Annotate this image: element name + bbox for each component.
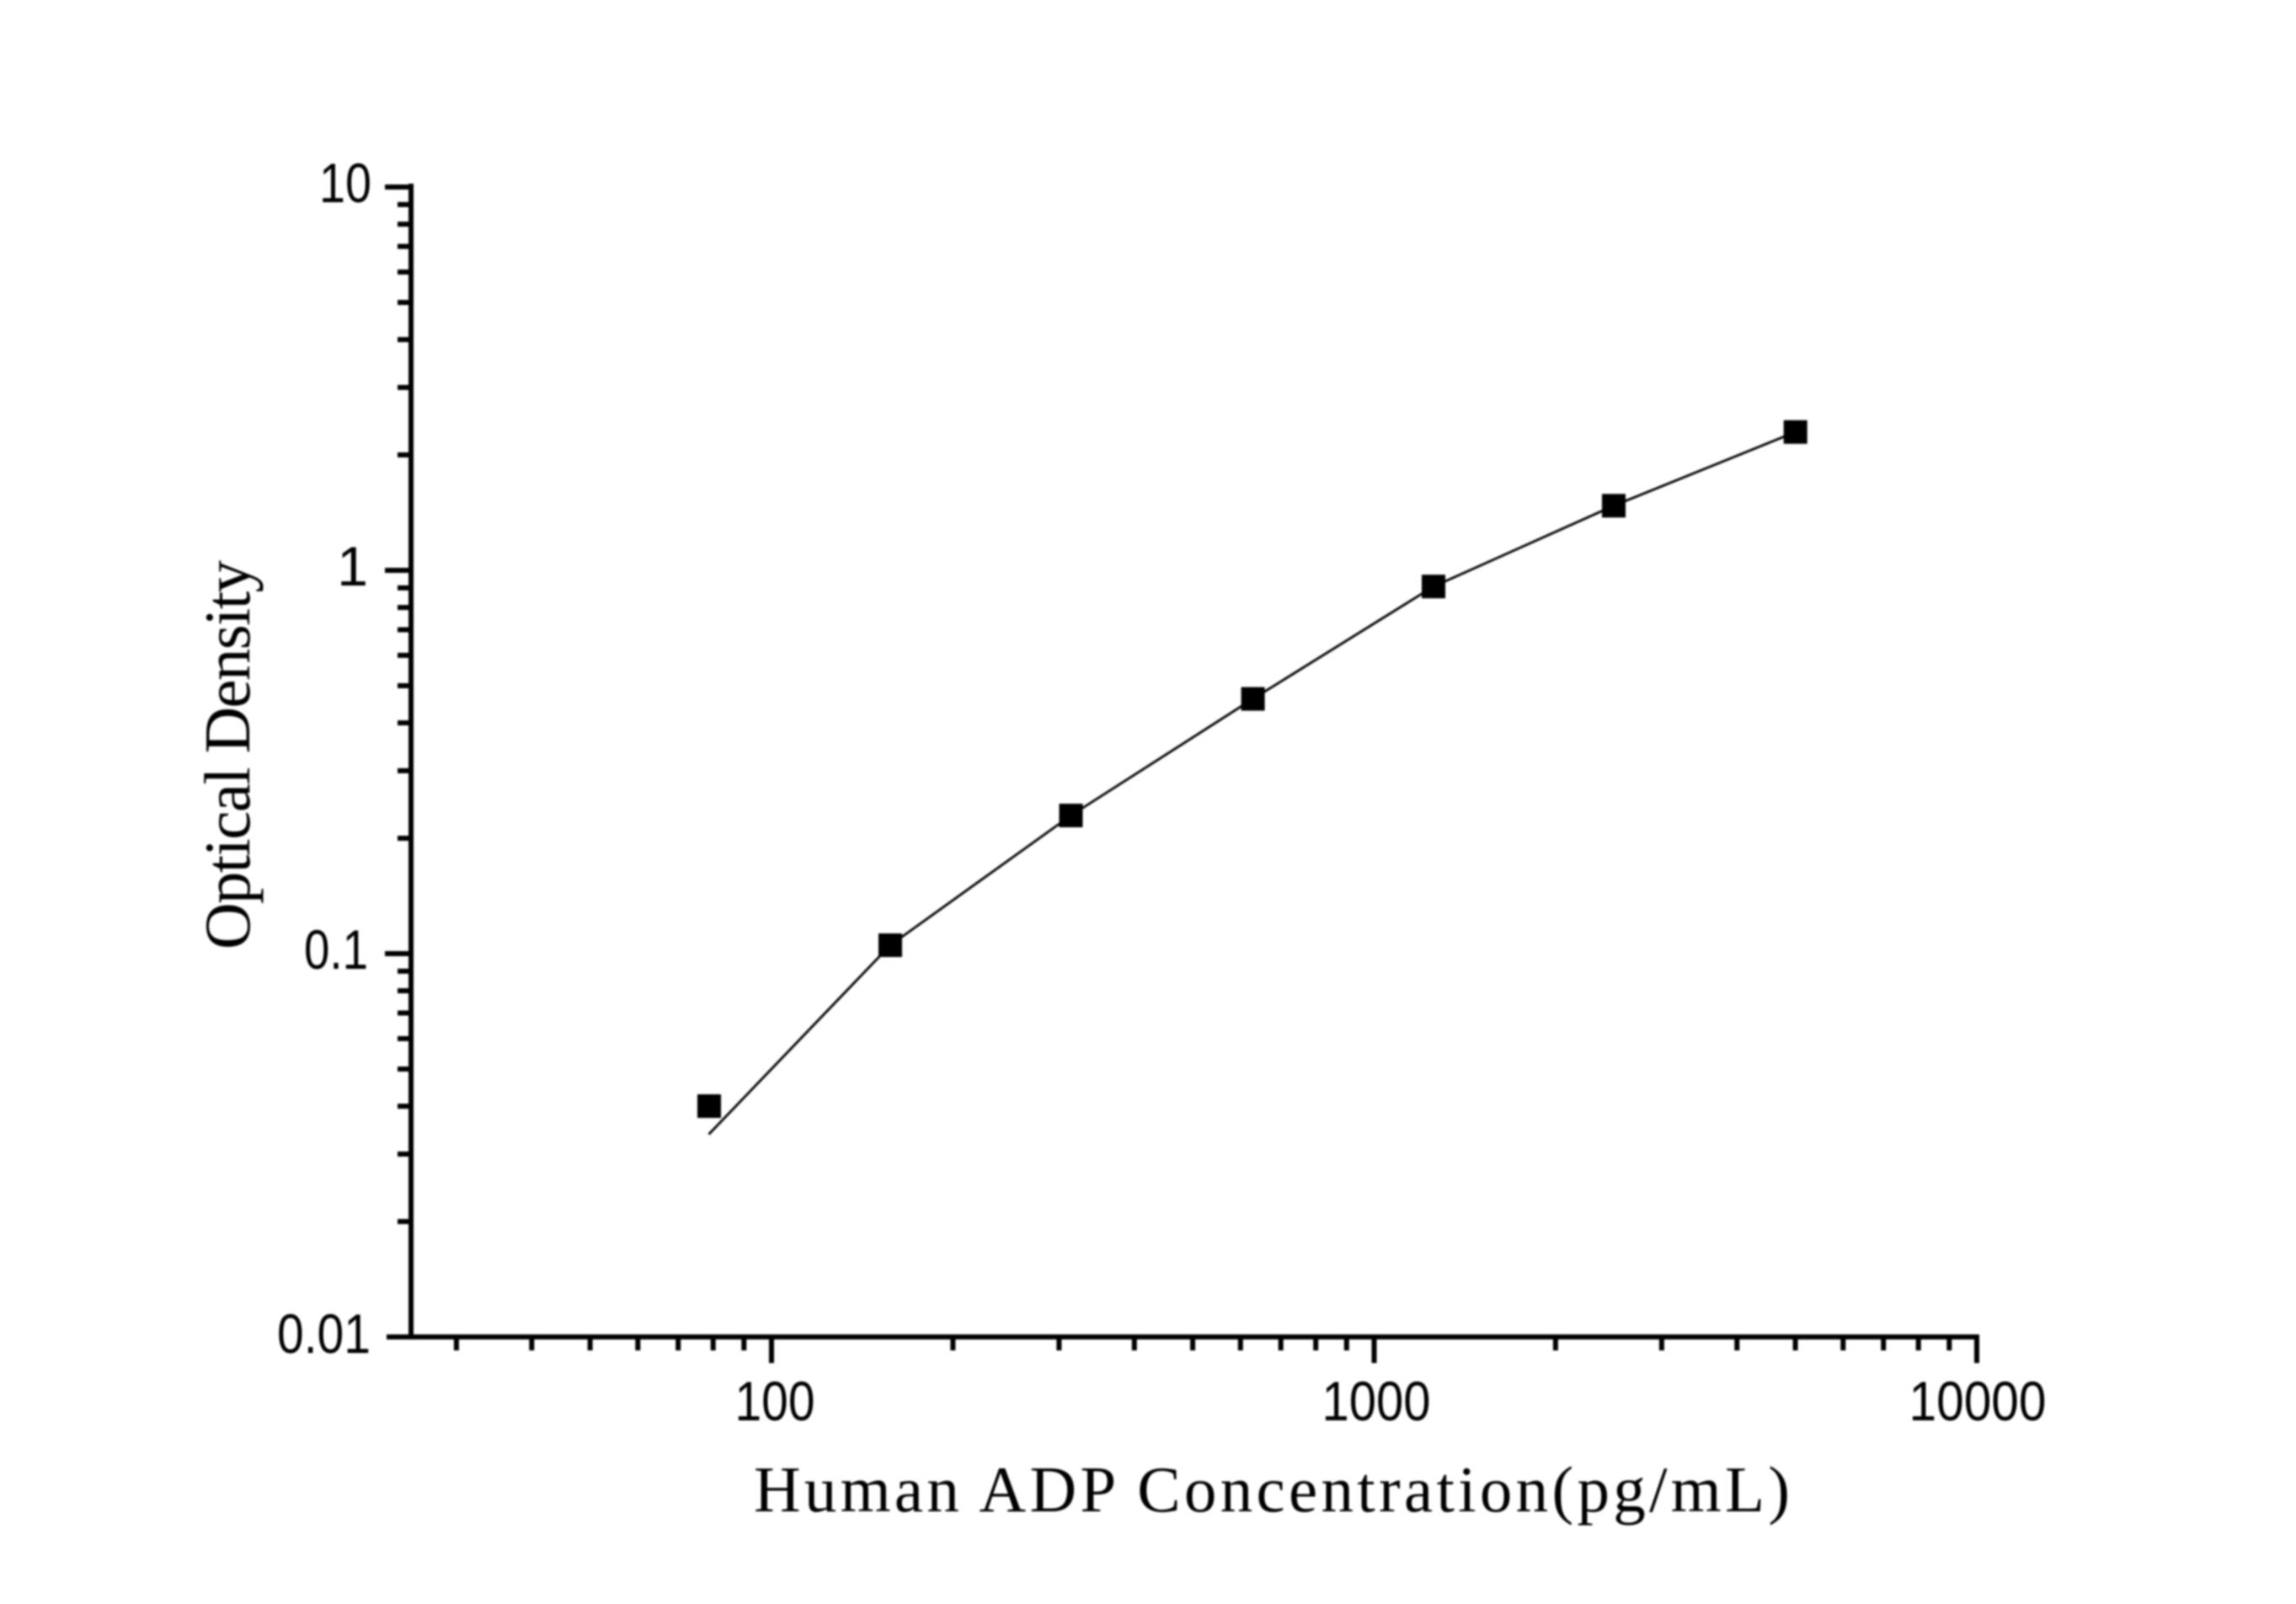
svg-text:10000: 10000 [1909, 1370, 2047, 1432]
svg-text:10: 10 [319, 152, 371, 214]
svg-text:Optical Density: Optical Density [191, 560, 264, 950]
svg-text:1: 1 [337, 535, 368, 597]
svg-text:1000: 1000 [1322, 1370, 1431, 1432]
svg-text:Human ADP Concentration(pg/mL): Human ADP Concentration(pg/mL) [754, 1453, 1790, 1526]
svg-text:0.1: 0.1 [304, 918, 368, 981]
svg-text:100: 100 [735, 1370, 815, 1432]
svg-text:0.01: 0.01 [277, 1302, 371, 1365]
